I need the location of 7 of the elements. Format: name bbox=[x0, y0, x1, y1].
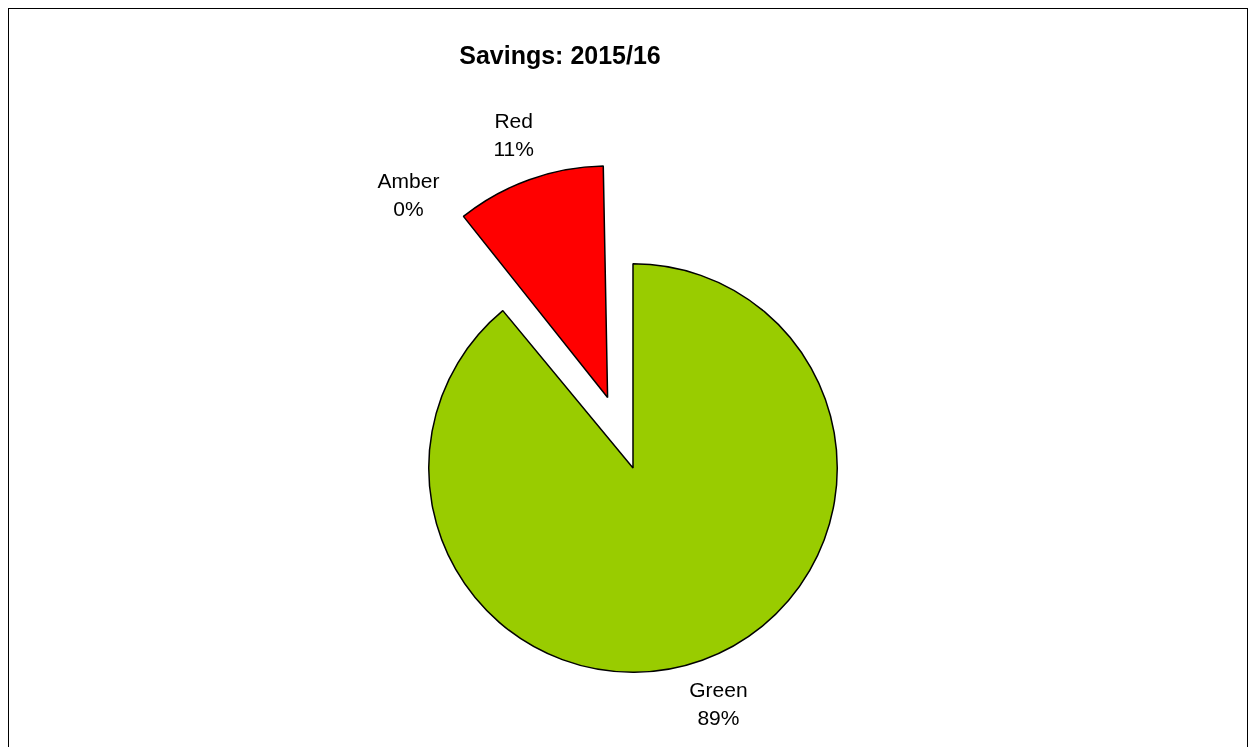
category-label: Amber bbox=[377, 169, 440, 193]
chart-title: Savings: 2015/16 bbox=[459, 40, 661, 69]
data-label: 11% bbox=[493, 137, 534, 161]
text: 0% bbox=[393, 197, 424, 221]
slice-label: Green bbox=[689, 678, 748, 702]
data-label: 89% bbox=[697, 706, 740, 730]
slice-label: Red bbox=[494, 109, 533, 133]
